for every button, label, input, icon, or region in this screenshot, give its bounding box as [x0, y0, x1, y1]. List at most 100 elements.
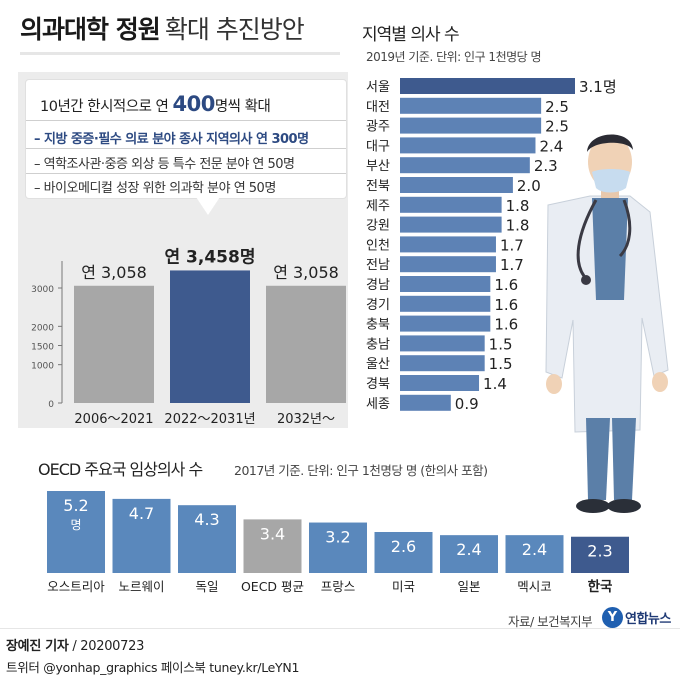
regional-value-label: 0.9	[455, 395, 479, 413]
oecd-bar	[571, 536, 629, 573]
quota-category-label: 2032년～	[277, 412, 335, 427]
quota-bar	[266, 285, 346, 403]
reporter-name: 장예진 기자	[6, 639, 69, 654]
regional-value-label: 2.5	[545, 118, 569, 136]
regional-bar	[400, 276, 491, 292]
regional-category-label: 광주	[366, 120, 390, 135]
regional-value-label: 3.1명	[579, 78, 617, 96]
regional-category-label: 세종	[366, 397, 390, 412]
callout-head-num: 400	[172, 92, 216, 116]
regional-value-label: 1.5	[489, 335, 513, 353]
regional-bar	[400, 196, 502, 213]
yonhap-logo-mark: Y	[602, 607, 623, 628]
regional-value-label: 2.5	[545, 98, 569, 116]
regional-bar	[400, 355, 485, 372]
oecd-value-label: 4.3	[194, 510, 219, 529]
callout-head: 10년간 한시적으로 연 400명씩 확대	[40, 92, 271, 116]
callout-item-2: – 역학조사관·중증 외상 등 특수 전문 분야 연 50명	[34, 157, 295, 172]
reporter-line: 장예진 기자 / 20200723	[6, 635, 144, 654]
regional-subtitle: 2019년 기준. 단위: 인구 1천명당 명	[366, 50, 542, 64]
quota-value-label: 연 3,458명	[165, 247, 256, 267]
regional-category-label: 제주	[366, 199, 390, 214]
oecd-value-label: 2.6	[391, 537, 416, 556]
oecd-unit-label: 명	[70, 518, 81, 532]
regional-bar	[400, 177, 513, 193]
regional-category-label: 강원	[366, 219, 390, 234]
regional-value-label: 1.6	[494, 296, 518, 314]
regional-category-label: 대구	[366, 139, 390, 154]
regional-value-label: 1.5	[489, 355, 513, 373]
regional-value-label: 1.4	[483, 375, 507, 393]
oecd-category-label: 미국	[392, 579, 415, 594]
regional-value-label: 2.4	[539, 137, 563, 155]
regional-bar	[400, 335, 485, 352]
regional-category-label: 경북	[366, 377, 390, 392]
quota-ytick-label: 1500	[31, 343, 54, 353]
yonhap-logo: Y 연합뉴스	[602, 606, 678, 630]
callout-item-3: – 바이오메디컬 성장 위한 의과학 분야 연 50명	[34, 181, 276, 196]
regional-value-label: 1.6	[494, 316, 518, 334]
sns-line: 트위터 @yonhap_graphics 페이스북 tuney.kr/LeYN1	[6, 660, 300, 675]
callout-item-1: – 지방 중증·필수 의료 분야 종사 지역의사 연 300명	[34, 132, 309, 147]
regional-category-label: 서울	[366, 80, 390, 95]
oecd-bar	[374, 532, 433, 573]
quota-chart: 0 1000 1500 2000 3000 연 3,058 2006～2021 연 3,458…	[31, 247, 346, 427]
regional-category-label: 울산	[366, 357, 390, 372]
oecd-title: OECD 주요국 임상의사 수	[38, 460, 203, 479]
source-text: 자료/ 보건복지부	[508, 614, 593, 629]
regional-value-label: 1.7	[500, 236, 524, 254]
oecd-category-label: 프랑스	[321, 579, 356, 594]
quota-category-label: 2006～2021	[74, 412, 153, 427]
oecd-bar	[47, 491, 105, 573]
oecd-value-label: 3.4	[260, 524, 285, 543]
callout-divider	[26, 173, 346, 174]
regional-category-label: 대전	[366, 100, 390, 115]
regional-bar	[400, 117, 542, 134]
oecd-bar	[243, 519, 302, 573]
regional-value-label: 1.6	[494, 276, 518, 294]
oecd-category-label: 멕시코	[517, 579, 552, 594]
quota-ytick-label: 3000	[31, 285, 54, 295]
oecd-subtitle: 2017년 기준. 단위: 인구 1천명당 명 (한의사 포함)	[234, 463, 488, 478]
quota-ytick-label: 0	[48, 400, 54, 410]
quota-callout: 10년간 한시적으로 연 400명씩 확대 – 지방 중증·필수 의료 분야 종…	[26, 80, 346, 198]
regional-bar	[400, 157, 530, 174]
quota-ytick-label: 1000	[31, 362, 54, 372]
oecd-value-label: 2.4	[522, 540, 547, 559]
callout-divider	[26, 148, 346, 149]
regional-value-label: 2.0	[517, 177, 541, 195]
oecd-bar	[309, 522, 367, 573]
regional-value-label: 1.8	[506, 197, 530, 215]
regional-bar	[400, 216, 502, 233]
regional-category-label: 충북	[366, 318, 390, 333]
regional-category-label: 전남	[366, 258, 390, 273]
oecd-value-label: 2.3	[587, 542, 612, 561]
oecd-value-label: 3.2	[325, 528, 350, 547]
oecd-bar	[112, 498, 171, 573]
title-underline	[20, 52, 340, 55]
regional-bar	[400, 375, 480, 391]
regional-category-label: 충남	[366, 337, 390, 352]
regional-bar	[400, 256, 496, 273]
regional-category-label: 인천	[366, 238, 390, 253]
oecd-value-label: 4.7	[129, 504, 154, 523]
oecd-bar	[178, 505, 236, 573]
reporter-date: / 20200723	[68, 639, 145, 654]
quota-category-label: 2022～2031년	[164, 412, 255, 427]
regional-category-label: 전북	[366, 179, 390, 194]
oecd-category-label: 한국	[588, 579, 613, 595]
quota-value-label: 연 3,058	[81, 263, 147, 282]
oecd-value-label: 2.4	[456, 540, 481, 559]
oecd-category-label: OECD 평균	[241, 579, 304, 594]
oecd-value-label: 5.2	[63, 496, 88, 515]
regional-bar	[400, 394, 451, 411]
oecd-category-label: 노르웨이	[118, 579, 164, 594]
regional-bar	[400, 137, 536, 154]
regional-category-label: 부산	[366, 159, 390, 174]
quota-value-label: 연 3,058	[273, 263, 339, 282]
regional-value-label: 1.7	[500, 256, 524, 274]
oecd-bar	[505, 535, 564, 573]
